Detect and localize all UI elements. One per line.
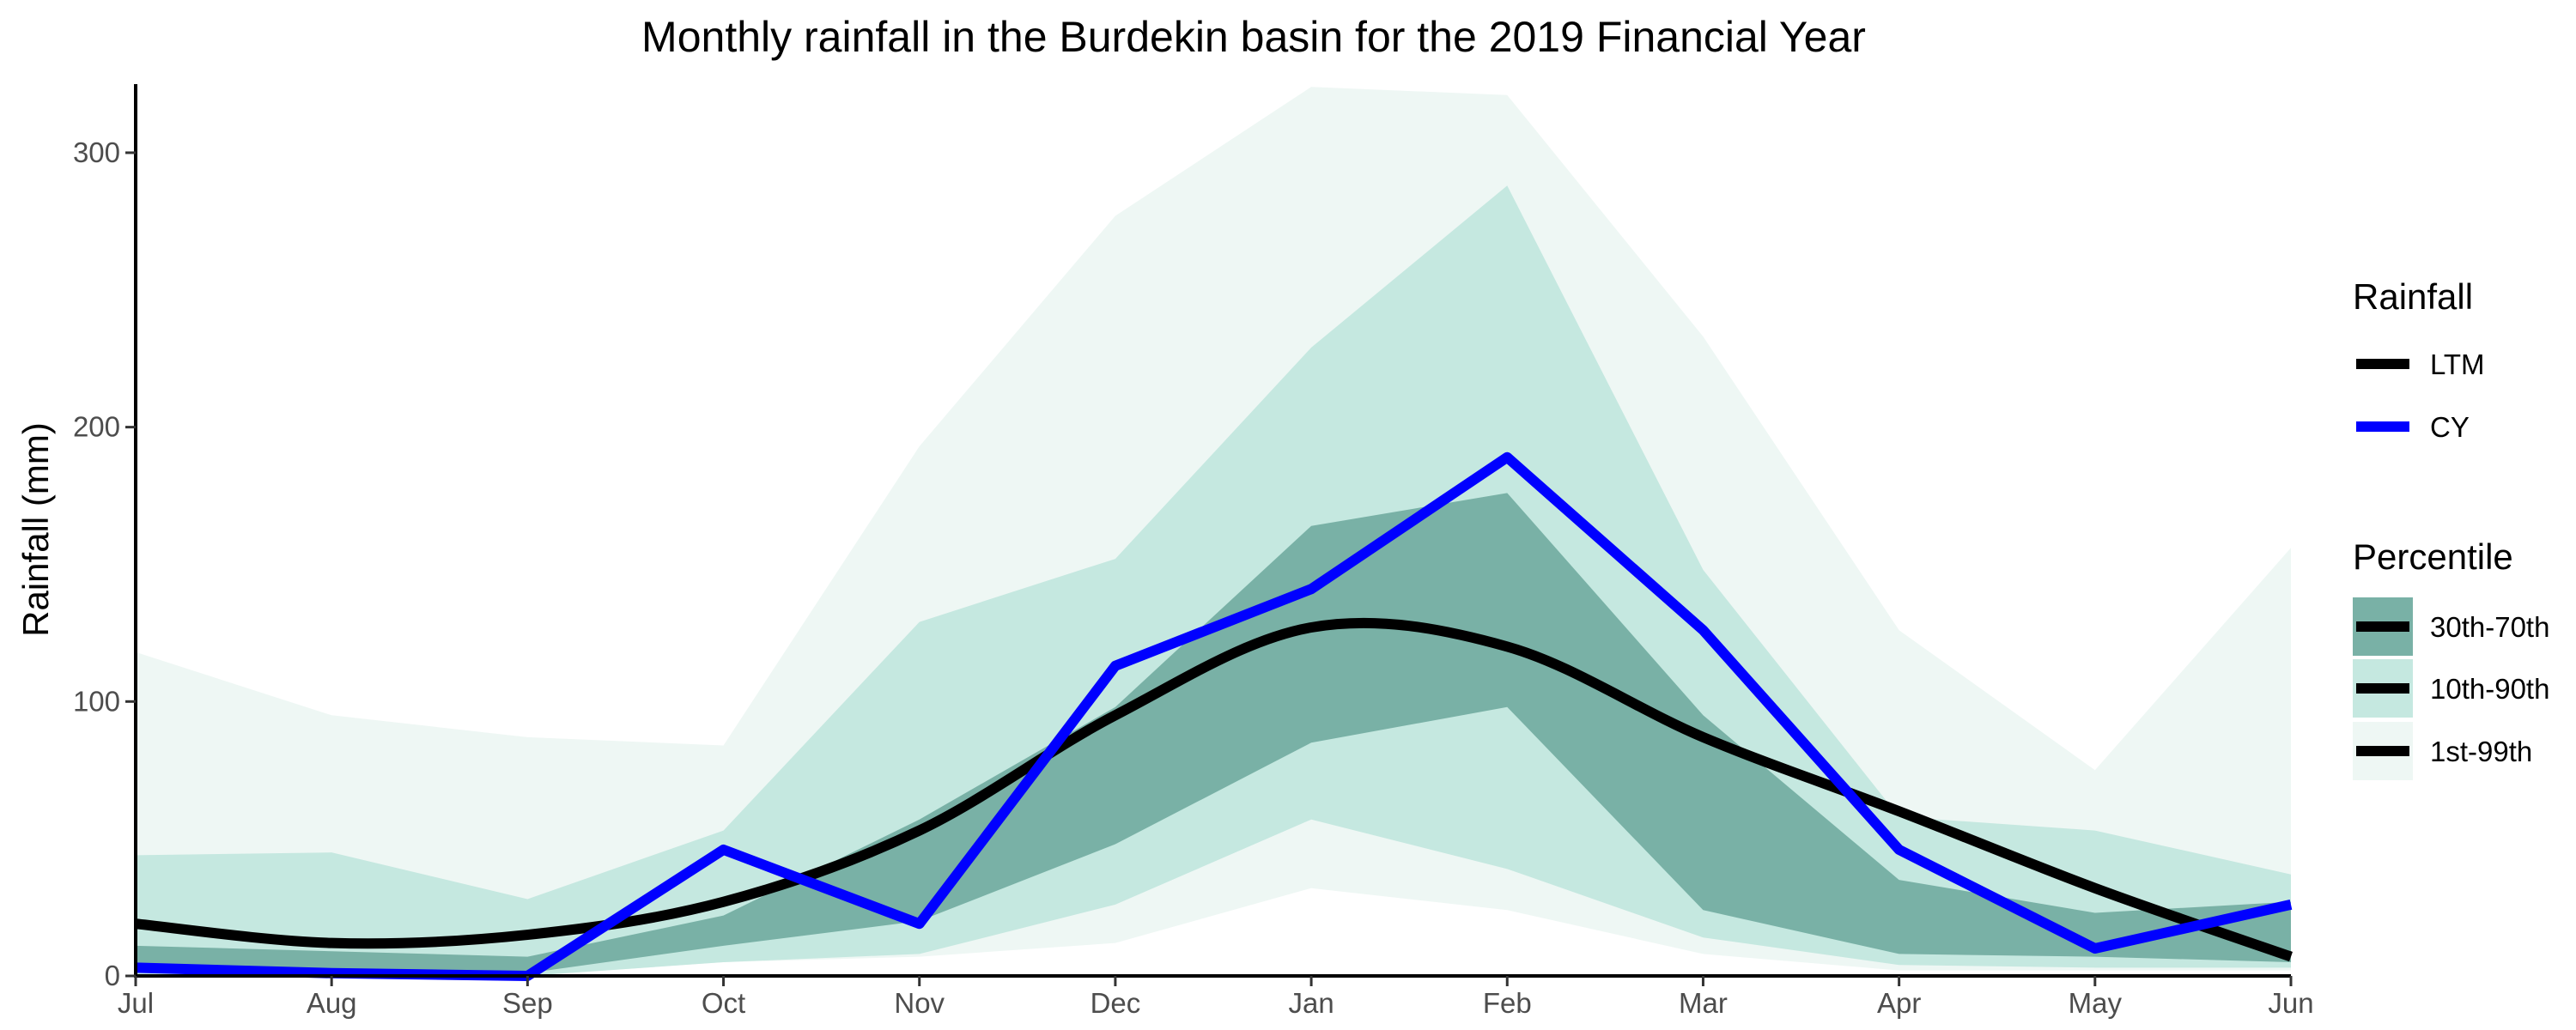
legend-label-10th-90th: 10th-90th <box>2430 673 2549 705</box>
x-tick-label: Dec <box>1091 987 1141 1019</box>
x-tick-label: Sep <box>502 987 553 1019</box>
x-tick-label: Jan <box>1288 987 1334 1019</box>
legend-label-CY: CY <box>2430 411 2470 443</box>
y-tick-label: 100 <box>73 685 120 717</box>
chart-title: Monthly rainfall in the Burdekin basin f… <box>641 13 1866 61</box>
axes <box>134 84 2291 978</box>
x-tick-label: Jun <box>2268 987 2313 1019</box>
x-ticks: Jul Aug Sep Oct Nov Dec Jan Feb Mar Apr May Jun <box>118 976 2314 1019</box>
x-tick-label: Oct <box>702 987 745 1019</box>
y-tick-label: 300 <box>73 136 120 168</box>
y-ticks: 0 100 200 300 <box>73 136 136 991</box>
legend: Rainfall Percentile LTM CY 30th-70th 10th-9… <box>2353 276 2549 780</box>
series-line-LTM <box>135 617 2293 962</box>
legend-label-LTM: LTM <box>2430 348 2485 380</box>
y-tick-label: 0 <box>105 960 120 991</box>
legend-title-rainfall: Rainfall <box>2353 276 2473 317</box>
x-tick-label: May <box>2069 987 2123 1019</box>
legend-title-percentile: Percentile <box>2353 536 2513 577</box>
y-axis-title: Rainfall (mm) <box>15 422 56 637</box>
y-tick-label: 200 <box>73 411 120 443</box>
x-tick-label: Aug <box>307 987 357 1019</box>
x-tick-label: Feb <box>1483 987 1532 1019</box>
legend-label-30th-70th: 30th-70th <box>2430 611 2549 643</box>
x-tick-label: Apr <box>1877 987 1921 1019</box>
x-tick-label: Nov <box>894 987 945 1019</box>
band-30th-70th <box>136 493 2291 973</box>
legend-label-1st-99th: 1st-99th <box>2430 736 2532 767</box>
x-tick-label: Jul <box>118 987 154 1019</box>
x-tick-label: Mar <box>1679 987 1728 1019</box>
